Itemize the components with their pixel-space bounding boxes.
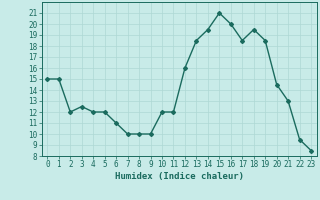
X-axis label: Humidex (Indice chaleur): Humidex (Indice chaleur) [115,172,244,181]
